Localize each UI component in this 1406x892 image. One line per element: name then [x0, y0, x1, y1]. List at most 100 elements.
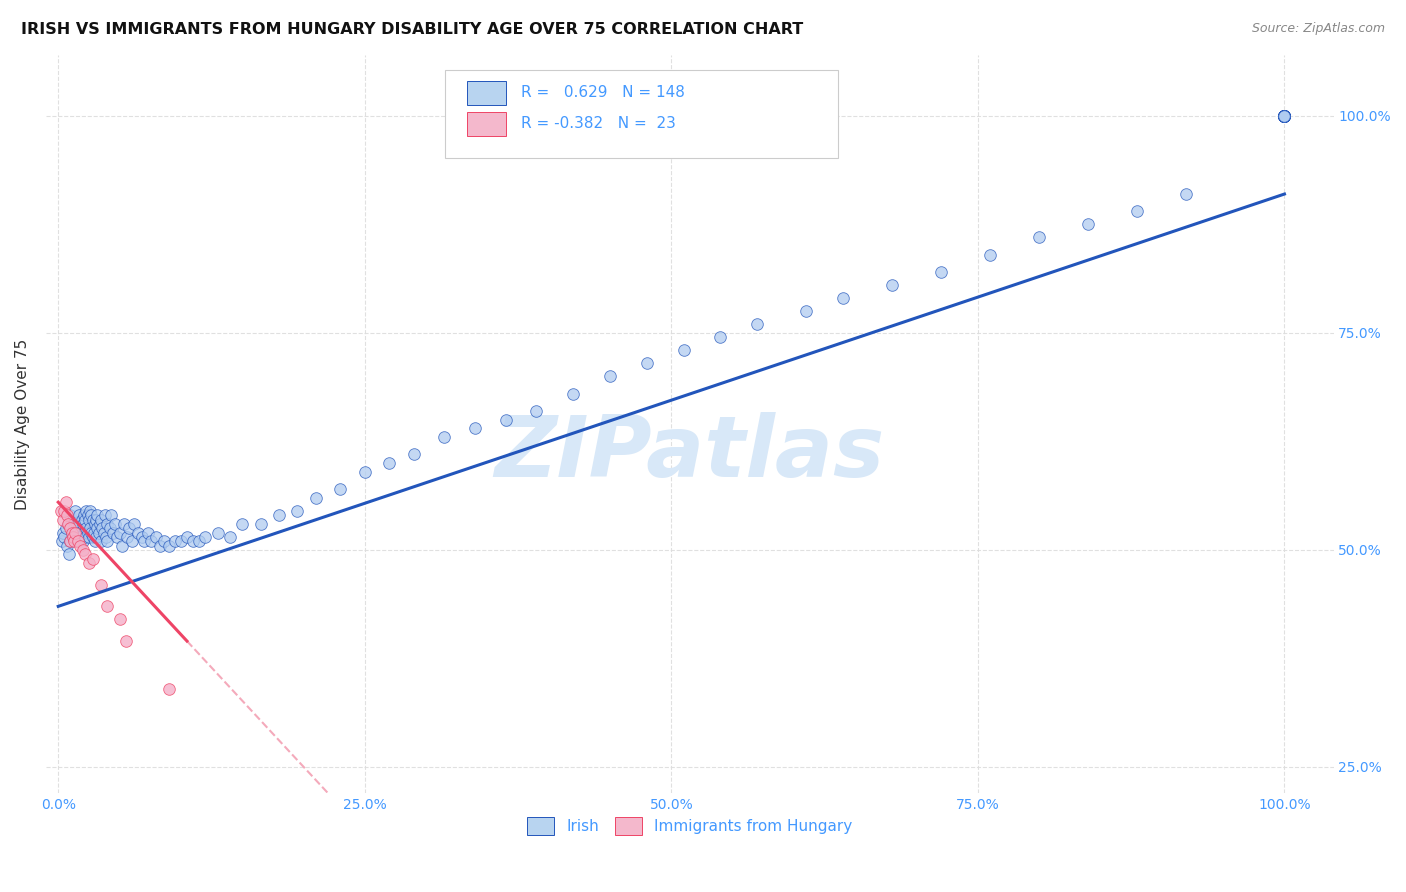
- Point: [353, 465, 375, 479]
- Point: [80, 525, 103, 540]
- Point: [59, 508, 82, 523]
- Point: [100, 508, 122, 523]
- Point: [94, 530, 117, 544]
- Point: [53, 504, 76, 518]
- Point: [163, 534, 186, 549]
- Point: [77, 530, 100, 544]
- Point: [1274, 109, 1296, 123]
- Point: [1274, 109, 1296, 123]
- Point: [66, 534, 89, 549]
- Point: [89, 516, 111, 531]
- Point: [111, 539, 134, 553]
- Point: [60, 525, 83, 540]
- Point: [65, 504, 87, 518]
- Point: [108, 612, 131, 626]
- Point: [794, 304, 817, 318]
- Point: [75, 504, 97, 518]
- FancyBboxPatch shape: [467, 112, 506, 136]
- Point: [141, 534, 163, 549]
- Point: [86, 521, 108, 535]
- Point: [1126, 204, 1149, 219]
- Point: [56, 516, 79, 531]
- Point: [1274, 109, 1296, 123]
- Point: [1274, 109, 1296, 123]
- Point: [82, 530, 104, 544]
- Point: [63, 521, 86, 535]
- Point: [67, 508, 90, 523]
- Point: [329, 482, 352, 496]
- Point: [157, 681, 180, 696]
- Point: [104, 516, 127, 531]
- Point: [267, 508, 290, 523]
- Point: [62, 512, 84, 526]
- Point: [1274, 109, 1296, 123]
- Point: [83, 525, 105, 540]
- Point: [1274, 109, 1296, 123]
- Point: [464, 421, 486, 435]
- Point: [1274, 109, 1296, 123]
- Point: [1274, 109, 1296, 123]
- Point: [1274, 109, 1296, 123]
- Point: [1274, 109, 1296, 123]
- Point: [59, 534, 82, 549]
- Point: [90, 577, 112, 591]
- Point: [84, 534, 107, 549]
- Point: [122, 516, 145, 531]
- Point: [77, 512, 100, 526]
- Point: [188, 534, 211, 549]
- Point: [51, 534, 73, 549]
- Point: [1274, 109, 1296, 123]
- Point: [136, 525, 159, 540]
- Text: R =   0.629   N = 148: R = 0.629 N = 148: [522, 86, 685, 100]
- Point: [149, 539, 172, 553]
- Point: [1274, 109, 1296, 123]
- Point: [176, 530, 198, 544]
- Point: [79, 521, 101, 535]
- Point: [53, 530, 76, 544]
- Point: [66, 534, 89, 549]
- Point: [1274, 109, 1296, 123]
- Point: [495, 413, 517, 427]
- Point: [76, 525, 98, 540]
- Point: [1274, 109, 1296, 123]
- Point: [526, 404, 548, 418]
- Point: [1274, 109, 1296, 123]
- Point: [73, 525, 96, 540]
- Point: [55, 495, 77, 509]
- Y-axis label: Disability Age Over 75: Disability Age Over 75: [15, 338, 30, 509]
- Point: [84, 512, 107, 526]
- Point: [65, 525, 87, 540]
- Point: [672, 343, 695, 358]
- Point: [86, 508, 108, 523]
- Point: [103, 525, 125, 540]
- Point: [75, 521, 97, 535]
- Point: [66, 516, 89, 531]
- FancyBboxPatch shape: [446, 70, 838, 159]
- Point: [96, 516, 118, 531]
- Point: [599, 369, 621, 384]
- Point: [131, 530, 153, 544]
- Point: [249, 516, 271, 531]
- Point: [402, 447, 425, 461]
- Point: [181, 534, 204, 549]
- Point: [1274, 109, 1296, 123]
- Point: [115, 530, 138, 544]
- Point: [75, 547, 97, 561]
- Point: [1274, 109, 1296, 123]
- Point: [1077, 218, 1099, 232]
- Point: [59, 534, 82, 549]
- Point: [1274, 109, 1296, 123]
- Point: [87, 525, 110, 540]
- Point: [127, 525, 149, 540]
- Point: [66, 525, 89, 540]
- Point: [93, 525, 115, 540]
- Point: [118, 521, 141, 535]
- Point: [1274, 109, 1296, 123]
- Point: [929, 265, 952, 279]
- Point: [880, 278, 903, 293]
- Point: [77, 556, 100, 570]
- Point: [52, 512, 75, 526]
- Point: [1274, 109, 1296, 123]
- Point: [1274, 109, 1296, 123]
- Point: [105, 530, 128, 544]
